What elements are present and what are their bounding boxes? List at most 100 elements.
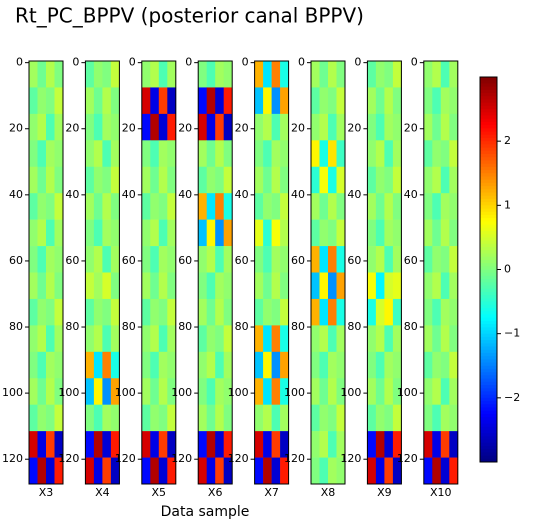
heatmap-cell (263, 219, 272, 247)
heatmap-cell (432, 351, 442, 379)
colorbar-segment (480, 211, 497, 216)
heatmap-cell (93, 61, 103, 88)
heatmap-cell (46, 166, 55, 194)
heatmap-cell (85, 113, 95, 141)
heatmap-cell (440, 457, 450, 485)
heatmap-cell (37, 140, 47, 168)
heatmap-cell (384, 246, 394, 273)
heatmap-cell (263, 193, 272, 220)
heatmap-cell (54, 351, 64, 379)
heatmap-cell (375, 404, 385, 432)
heatmap-cell (328, 272, 337, 300)
heatmap-cell (215, 272, 224, 300)
colorbar-segment (480, 288, 497, 293)
heatmap-cell (215, 404, 224, 432)
heatmap-cell (384, 351, 394, 379)
heatmap-cell (392, 166, 402, 194)
heatmap-cell (85, 140, 95, 168)
heatmap-cell (215, 246, 224, 273)
heatmap-cell (271, 325, 281, 353)
colorbar-segment (480, 401, 497, 405)
heatmap-cell (37, 457, 47, 485)
heatmap-cell (384, 404, 394, 432)
heatmap-cell (198, 457, 207, 485)
heatmap-cell (46, 378, 55, 405)
heatmap-cell (54, 193, 64, 220)
colorbar-segment (480, 455, 497, 460)
heatmap-cell (311, 457, 320, 485)
heatmap-cell (198, 404, 207, 432)
heatmap-cell (54, 87, 64, 115)
panel-frame (310, 60, 346, 485)
heatmap-cell (367, 193, 377, 220)
heatmap-cell (271, 61, 281, 88)
heatmap-cell (319, 219, 329, 247)
y-tick-label: 80 (9, 320, 23, 333)
heatmap-cell (384, 298, 394, 326)
heatmap-cell (336, 246, 346, 273)
heatmap-cell (206, 404, 216, 432)
heatmap-cell (375, 431, 385, 458)
heatmap-cell (271, 166, 281, 194)
y-tick-label: 20 (9, 122, 23, 135)
heatmap-cell (271, 193, 281, 220)
heatmap-cell (367, 246, 377, 273)
colorbar-segment (480, 214, 497, 219)
heatmap-cell (223, 325, 233, 353)
colorbar-segment (480, 86, 497, 91)
heatmap-cell (46, 61, 55, 88)
heatmap-cell (440, 166, 450, 194)
heatmap-cell (328, 166, 337, 194)
heatmap-cell (449, 404, 459, 432)
colorbar-segment (480, 368, 497, 373)
colorbar-segment (480, 291, 497, 296)
y-tick-label: 80 (291, 320, 305, 333)
heatmap-cell (110, 457, 120, 485)
heatmap-cell (93, 246, 103, 273)
heatmap-cell (263, 298, 272, 326)
heatmap-cell (336, 87, 346, 115)
heatmap-cell (423, 457, 433, 485)
colorbar-segment (480, 134, 497, 139)
heatmap-cell (367, 166, 377, 194)
colorbar-segment (480, 115, 497, 120)
heatmap-cell (141, 298, 151, 326)
heatmap-cell (37, 272, 47, 300)
heatmap-cell (440, 219, 450, 247)
heatmap-cell (336, 219, 346, 247)
y-tick-label: 100 (171, 386, 192, 399)
heatmap-cell (384, 113, 394, 141)
y-tick-label: 40 (65, 188, 79, 201)
heatmap-cell (37, 246, 47, 273)
heatmap-cell (392, 298, 402, 326)
colorbar-segment (480, 112, 497, 116)
heatmap-cell (110, 113, 120, 141)
heatmap-cell (102, 113, 112, 141)
chart-title: Rt_PC_BPPV (posterior canal BPPV) (15, 4, 364, 28)
colorbar-segment (480, 131, 497, 136)
heatmap-cell (85, 166, 95, 194)
heatmap-cell (432, 140, 442, 168)
colorbar-segment (480, 182, 497, 187)
heatmap-cell (328, 246, 337, 273)
heatmap-cell (223, 404, 233, 432)
colorbar-segment (480, 429, 497, 434)
heatmap-cell (423, 351, 433, 379)
heatmap-cell (102, 325, 112, 353)
heatmap-cell (215, 325, 224, 353)
heatmap-cell (223, 166, 233, 194)
heatmap-cell (198, 166, 207, 194)
heatmap-cell (215, 193, 224, 220)
heatmap-cell (311, 404, 320, 432)
heatmap-cell (440, 404, 450, 432)
colorbar-segment (480, 221, 497, 226)
y-tick-label: 120 (340, 452, 361, 465)
y-tick-label: 120 (228, 452, 249, 465)
heatmap-cell (280, 113, 289, 141)
colorbar-segment (480, 263, 497, 267)
heatmap-cell (328, 351, 337, 379)
y-tick-label: 100 (284, 386, 305, 399)
heatmap-cell (141, 325, 151, 353)
heatmap-cell (375, 325, 385, 353)
colorbar-segment (480, 128, 497, 133)
